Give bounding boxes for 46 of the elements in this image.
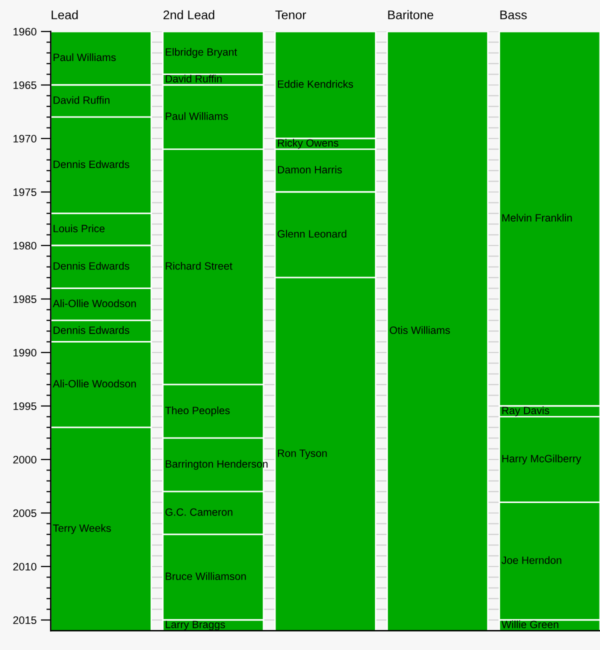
data-label: Eddie Kendricks <box>278 80 354 88</box>
data-label: Dennis Edwards <box>54 262 130 270</box>
data-label: Melvin Franklin <box>502 214 572 222</box>
data-label: Damon Harris <box>278 166 342 174</box>
y-tick-label: 1975 <box>14 188 36 196</box>
data-label: Ron Tyson <box>278 450 327 460</box>
data-label: Dennis Edwards <box>54 160 130 168</box>
y-tick-label: 1990 <box>14 348 36 357</box>
y-tick-label: 2000 <box>13 456 36 464</box>
x-tick-label: Bass <box>500 10 527 20</box>
data-label: Paul Williams <box>54 53 116 62</box>
y-tick-label: 1980 <box>14 242 36 250</box>
data-label: Dennis Edwards <box>54 326 130 334</box>
data-label: Harry McGilberry <box>502 454 582 464</box>
x-tick-label: 2nd Lead <box>164 10 214 20</box>
y-tick-label: 1960 <box>14 28 36 36</box>
y-tick-label: 1970 <box>14 134 36 143</box>
data-label: Willie Green <box>502 620 558 628</box>
data-label: Glenn Leonard <box>278 230 346 238</box>
y-tick-label: 1995 <box>14 402 36 410</box>
data-label: Bruce Williamson <box>166 572 246 580</box>
data-label: Otis Williams <box>390 326 450 334</box>
y-tick-label: 2010 <box>13 562 36 571</box>
data-label: Ali-Ollie Woodson <box>52 380 136 388</box>
data-label: Ray Davis <box>502 406 550 416</box>
data-label: Paul Williams <box>166 112 228 120</box>
y-tick-label: 1985 <box>14 295 36 304</box>
bar <box>386 32 489 631</box>
data-label: David Ruffin <box>54 96 110 104</box>
data-label: Terry Weeks <box>53 524 111 534</box>
data-label: Larry Braggs <box>166 620 225 630</box>
data-label: Ali-Ollie Woodson <box>52 299 136 308</box>
data-label: G.C. Cameron <box>165 508 232 516</box>
data-label: Joe Herndon <box>502 556 562 564</box>
y-tick-label: 2015 <box>13 616 36 624</box>
x-tick-label: Lead <box>52 10 78 20</box>
data-label: Theo Peoples <box>165 406 230 416</box>
data-label: Richard Street <box>166 262 232 270</box>
data-label: Elbridge Bryant <box>166 48 238 58</box>
data-label: David Ruffin <box>166 74 222 82</box>
data-label: Ricky Owens <box>278 138 338 149</box>
x-tick-label: Tenor <box>275 10 306 20</box>
y-tick-label: 2005 <box>13 509 36 518</box>
y-tick-label: 1965 <box>14 81 36 90</box>
x-tick-label: Baritone <box>388 10 434 20</box>
data-label: Louis Price <box>54 224 105 232</box>
